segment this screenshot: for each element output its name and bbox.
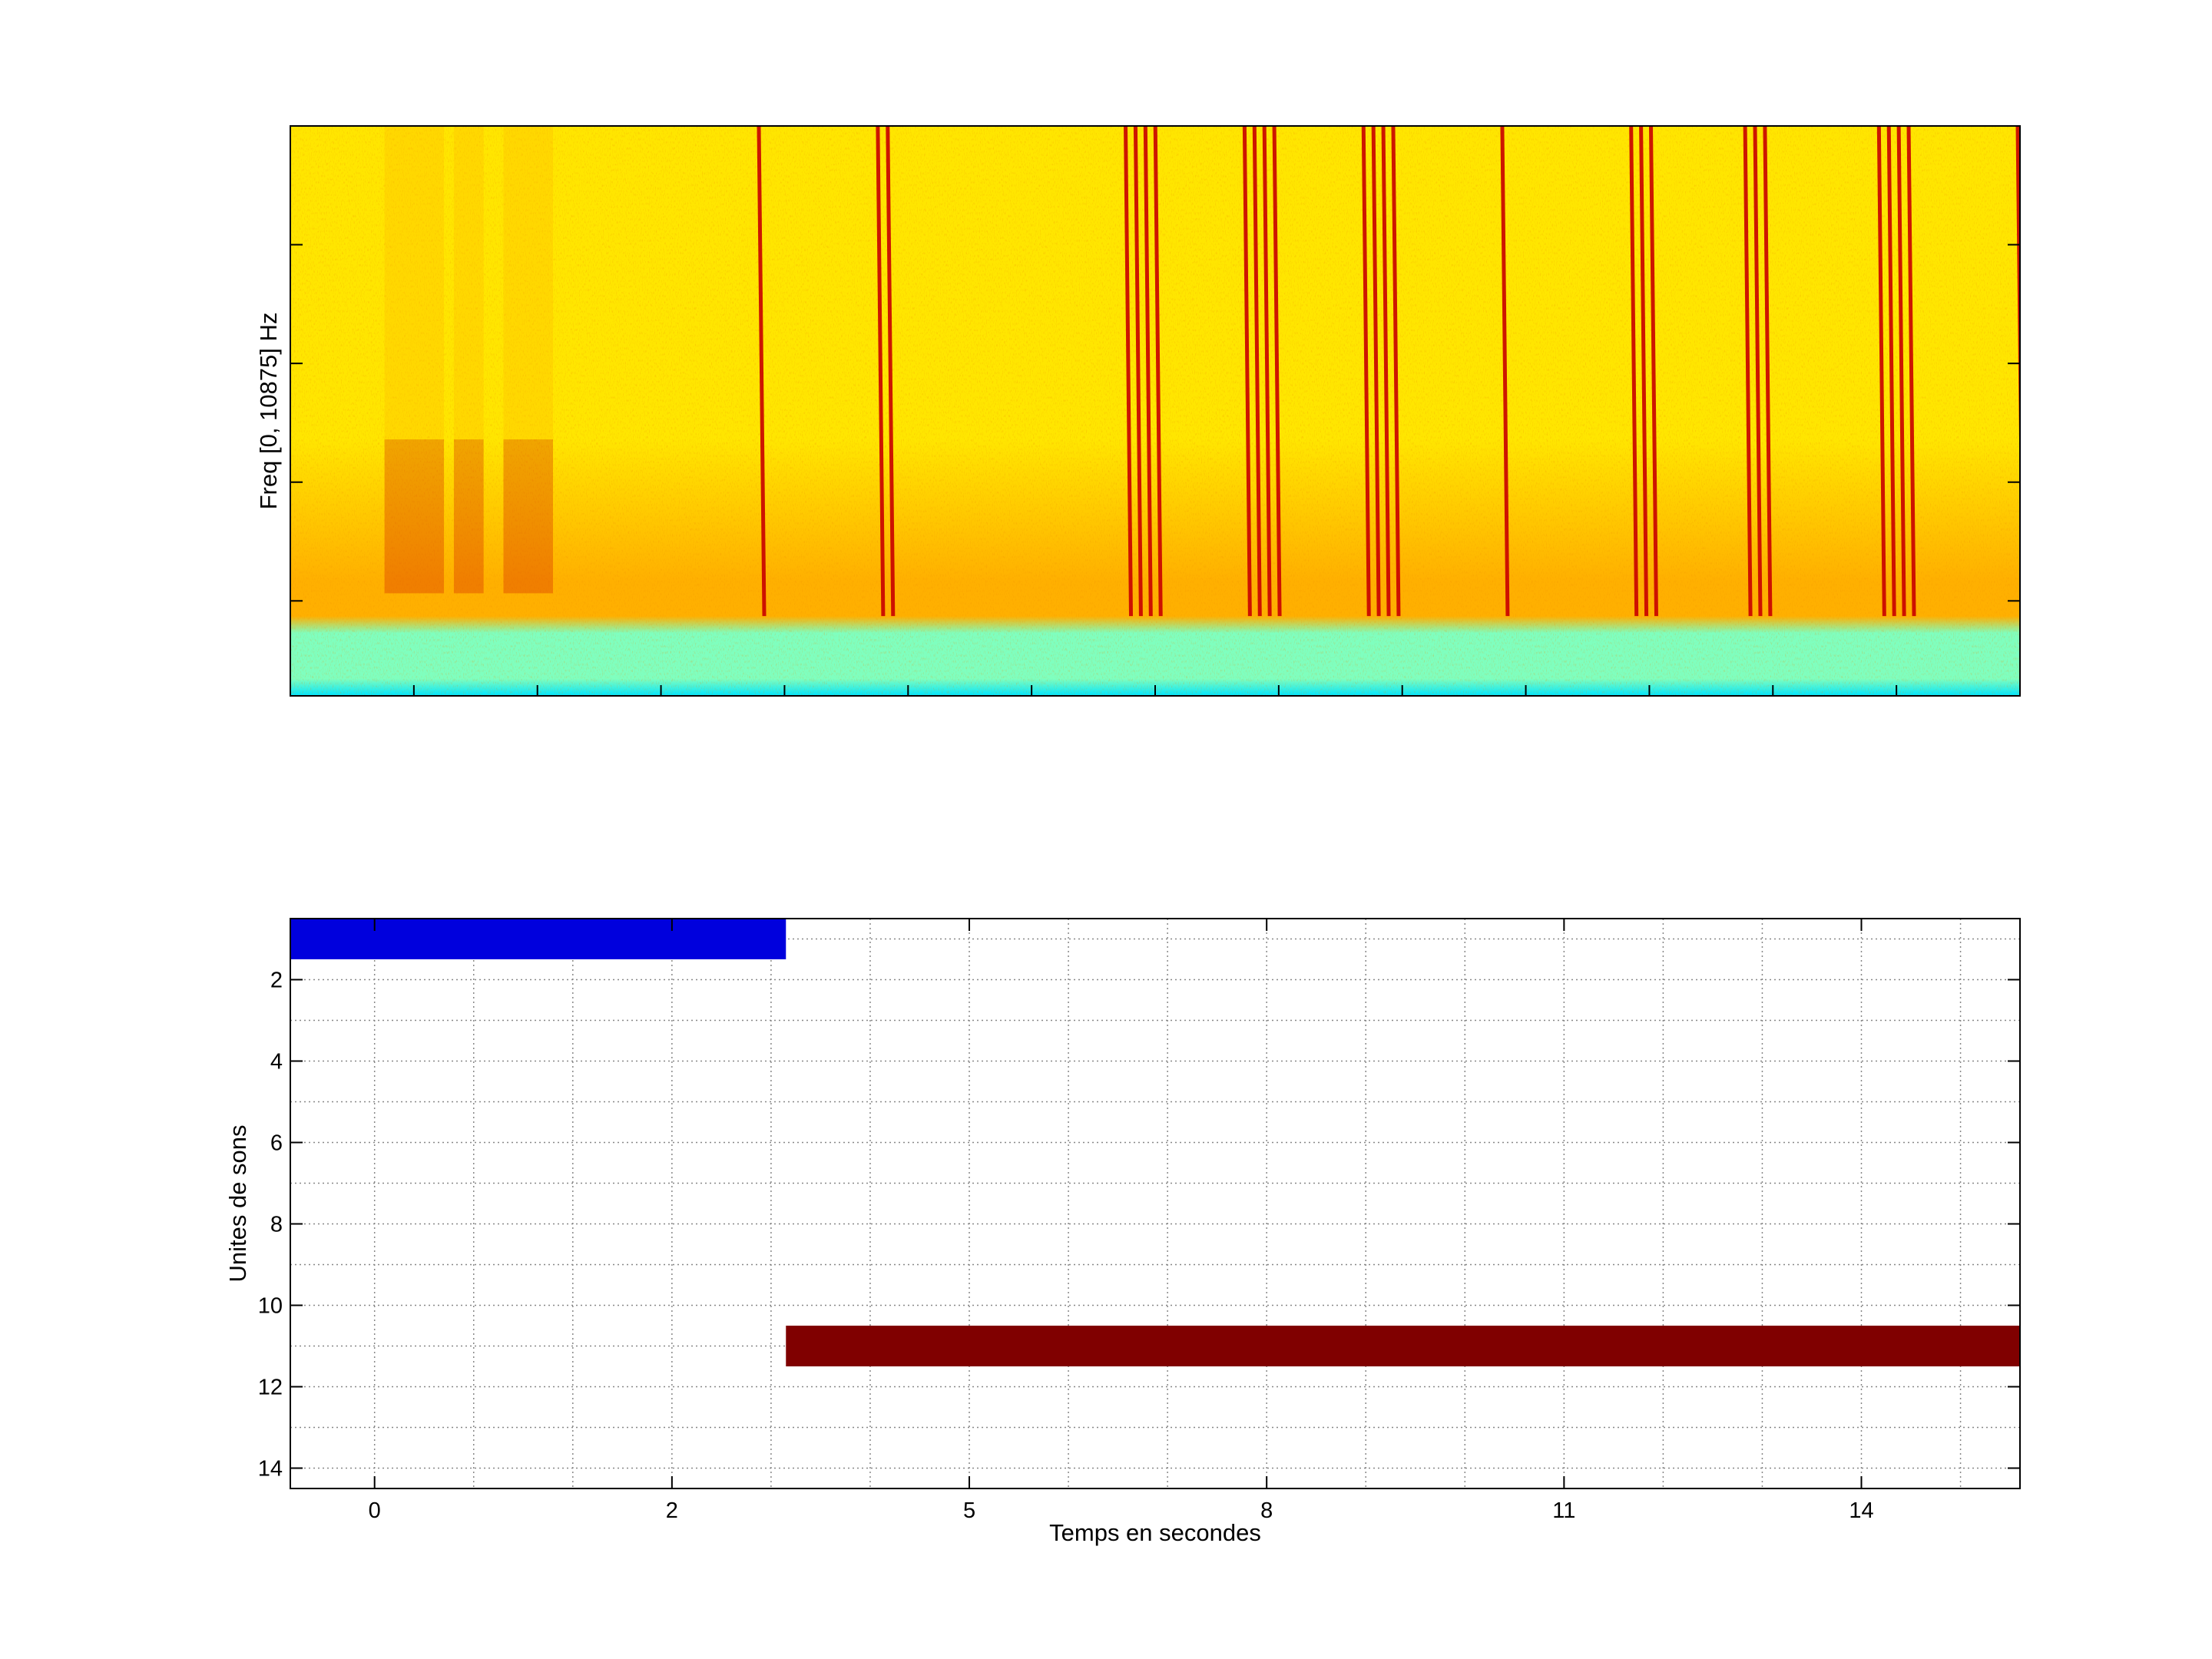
- units-segments: [290, 919, 2020, 1366]
- units-ytick-label-4: 10: [258, 1294, 283, 1319]
- units-panel: 0 2 5 8 11 14 2 4 6 8 10 12 14 Temps en secondes Uni…: [224, 918, 2021, 1546]
- vocal-activity-2: [503, 439, 553, 594]
- units-xtick-label-1: 2: [666, 1498, 678, 1523]
- vocal-activity-1: [453, 439, 484, 594]
- vocal-activity-upper-2: [503, 126, 553, 440]
- click-stripe-10: [1272, 126, 1282, 617]
- units-xtick-label-2: 5: [963, 1498, 975, 1523]
- click-stripes-group: [757, 126, 2020, 617]
- units-ytick-label-5: 12: [258, 1376, 283, 1400]
- units-ticks: 0 2 5 8 11 14 2 4 6 8 10 12 14: [258, 919, 2020, 1523]
- units-ytick-label-0: 2: [270, 969, 283, 993]
- click-stripe-0: [757, 126, 767, 617]
- units-grid: [290, 919, 2020, 1488]
- units-ytick-label-3: 8: [270, 1213, 283, 1237]
- units-xtick-label-3: 8: [1260, 1498, 1273, 1523]
- click-stripe-17: [1639, 126, 1649, 617]
- click-stripe-8: [1252, 126, 1262, 617]
- click-stripe-25: [1906, 126, 1916, 617]
- click-stripe-15: [1500, 126, 1510, 617]
- unit-segment-1: [786, 1326, 2020, 1366]
- click-stripe-16: [1629, 126, 1639, 617]
- spectrogram-panel: Freq [0, 10875] Hz: [255, 125, 2021, 697]
- spectrogram-ylabel: Freq [0, 10875] Hz: [255, 313, 282, 510]
- click-stripe-2: [886, 126, 896, 617]
- click-stripe-23: [1886, 126, 1896, 617]
- click-stripe-26: [2015, 126, 2020, 512]
- units-ytick-label-2: 6: [270, 1131, 283, 1156]
- units-xtick-label-5: 14: [1849, 1498, 1873, 1523]
- click-stripe-18: [1648, 126, 1658, 617]
- click-stripe-22: [1876, 126, 1886, 617]
- click-stripe-4: [1133, 126, 1143, 617]
- click-stripe-13: [1381, 126, 1391, 617]
- units-frame: [290, 918, 2021, 1489]
- click-stripe-24: [1896, 126, 1906, 617]
- click-stripe-19: [1743, 126, 1753, 617]
- units-xtick-label-4: 11: [1552, 1498, 1575, 1523]
- click-stripe-6: [1153, 126, 1163, 617]
- vocal-activity-upper-1: [453, 126, 484, 440]
- units-ylabel: Unites de sons: [224, 1124, 251, 1282]
- click-stripe-9: [1262, 126, 1272, 617]
- click-stripe-21: [1763, 126, 1773, 617]
- units-xtick-label-0: 0: [369, 1498, 381, 1523]
- spectrogram-ticks: [290, 243, 2020, 696]
- vocal-activity-group: [384, 126, 553, 594]
- units-ytick-label-1: 4: [270, 1050, 283, 1075]
- click-stripe-7: [1242, 126, 1252, 617]
- vocal-activity-upper-0: [384, 126, 445, 440]
- click-stripe-5: [1143, 126, 1153, 617]
- units-plot-area: [290, 919, 2020, 1488]
- click-stripe-11: [1361, 126, 1371, 617]
- click-stripe-20: [1753, 126, 1763, 617]
- vocal-activity-0: [384, 439, 445, 594]
- click-stripe-3: [1124, 126, 1134, 617]
- units-xlabel: Temps en secondes: [1049, 1519, 1261, 1546]
- unit-segment-0: [290, 919, 786, 959]
- click-stripe-12: [1371, 126, 1381, 617]
- units-ytick-label-6: 14: [258, 1457, 283, 1482]
- click-stripe-1: [876, 126, 886, 617]
- click-stripe-14: [1391, 126, 1401, 617]
